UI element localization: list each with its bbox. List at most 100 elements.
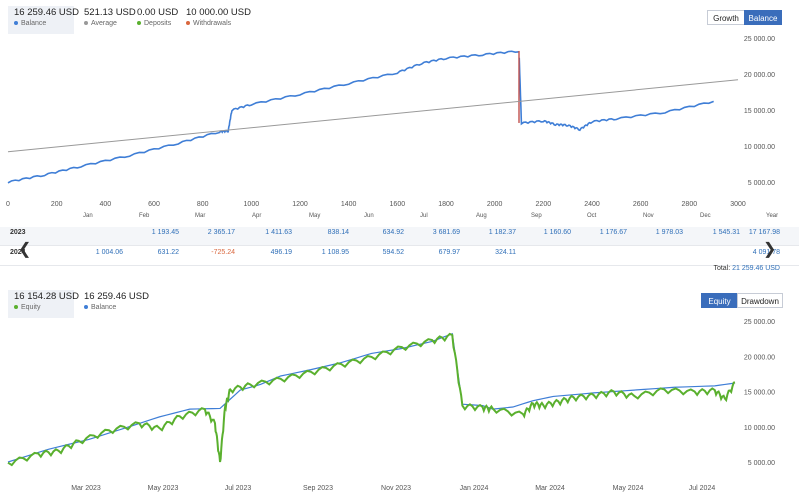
x-tick-label: Mar 2023 [71, 485, 101, 492]
top-stat-average[interactable]: 521.13 USD Average [78, 6, 136, 34]
table-month-header: Aug [476, 213, 487, 219]
y-tick-label: 15 000.00 [744, 390, 775, 397]
x-tick-label: 1400 [341, 201, 357, 208]
table-month-header: Apr [252, 213, 262, 219]
x-tick-label: Sep 2023 [303, 485, 333, 492]
table-row [0, 227, 799, 246]
top-stat-balance[interactable]: 16 259.46 USD Balance [8, 6, 79, 34]
table-value-cell: 1 160.60 [543, 229, 571, 236]
table-value-cell: 631.22 [157, 249, 179, 256]
table-value-cell: 1 176.67 [599, 229, 627, 236]
series-balance-line [518, 57, 714, 132]
x-tick-label: May 2024 [613, 485, 644, 492]
y-tick-label: 5 000.00 [748, 180, 775, 187]
bottom-stat-value: 16 259.46 USD [84, 291, 149, 302]
x-tick-label: 3000 [730, 201, 746, 208]
legend-dot-icon [14, 21, 18, 26]
bottom-stat-label: Balance [91, 304, 117, 311]
table-value-cell: 1 004.06 [95, 249, 123, 256]
x-tick-label: 200 [51, 201, 63, 208]
bottom-stat-balance[interactable]: 16 259.46 USD Balance [78, 290, 149, 318]
legend-dot-icon [137, 21, 141, 26]
table-value-cell: 1 108.95 [321, 249, 349, 256]
table-value-cell: 324.11 [495, 249, 516, 256]
table-month-header: May [309, 213, 321, 219]
top-stat-label: Balance [21, 20, 47, 27]
table-month-header: Nov [643, 213, 654, 219]
table-value-cell: 634.92 [382, 229, 404, 236]
table-value-cell: 1 411.63 [265, 229, 292, 236]
table-value-cell: 1 978.03 [655, 229, 683, 236]
table-month-header: Feb [139, 213, 150, 219]
bottom-stat-equity[interactable]: 16 154.28 USD Equity [8, 290, 79, 318]
top-stat-withdrawals[interactable]: 10 000.00 USD Withdrawals [180, 6, 252, 34]
x-tick-label: Nov 2023 [381, 485, 411, 492]
x-tick-label: Jul 2024 [689, 485, 716, 492]
series-equity-line [7, 332, 736, 467]
table-year-total-cell: 4 091.78 [752, 249, 780, 256]
monthly-returns-table: Jan Feb Mar Apr May Jun Jul Aug Sep Oct Nov Dec Year… [0, 210, 799, 280]
drawdown-toggle-button[interactable]: Drawdown [737, 293, 783, 308]
table-year-cell: 2024 [10, 249, 26, 256]
y-tick-label: 10 000.00 [744, 425, 775, 432]
table-month-header: Jul [420, 213, 428, 219]
x-tick-label: 1600 [390, 201, 406, 208]
legend-dot-icon [14, 305, 18, 310]
table-month-header: Jan [83, 213, 93, 219]
table-month-header: Jun [364, 213, 374, 219]
x-tick-label: 2200 [536, 201, 552, 208]
table-year-header: Year [766, 213, 779, 219]
balance-toggle-button[interactable]: Balance [744, 10, 782, 25]
top-stat-label: Deposits [144, 20, 172, 27]
top-stat-value: 10 000.00 USD [186, 7, 251, 18]
total-label: Total: [713, 265, 733, 272]
series-average-line [7, 79, 739, 153]
table-month-header: Oct [587, 213, 597, 219]
balance-chart: 5 000.00 10 000.00 15 000.00 20 000.00 25 00… [6, 36, 775, 208]
series-balance-line [7, 50, 520, 184]
table-row [0, 247, 799, 266]
table-value-cell: 496.19 [270, 249, 292, 256]
total-value: 21 259.46 USD [732, 265, 780, 272]
table-value-cell: 838.14 [327, 229, 349, 236]
y-tick-label: 10 000.00 [744, 144, 775, 151]
table-next-arrow-icon[interactable]: ❯ [763, 241, 777, 258]
y-tick-label: 15 000.00 [744, 108, 775, 115]
table-value-cell: -725.24 [211, 249, 235, 256]
table-value-cell: 1 545.31 [712, 229, 740, 236]
x-tick-label: 2600 [633, 201, 649, 208]
x-tick-label: 1200 [292, 201, 308, 208]
x-tick-label: Jan 2024 [460, 485, 489, 492]
table-month-header: Dec [700, 213, 711, 219]
y-tick-label: 20 000.00 [744, 354, 775, 361]
table-year-total-cell: 17 167.98 [748, 229, 780, 236]
x-tick-label: Jul 2023 [225, 485, 252, 492]
table-value-cell: 1 193.45 [151, 229, 179, 236]
equity-chart: 5 000.00 10 000.00 15 000.00 20 000.00 25 00… [7, 319, 775, 492]
x-tick-label: May 2023 [148, 485, 179, 492]
x-tick-label: 1000 [244, 201, 260, 208]
growth-toggle-button[interactable]: Growth [707, 10, 745, 25]
x-tick-label: 2000 [487, 201, 503, 208]
legend-dot-icon [84, 305, 88, 310]
y-tick-label: 25 000.00 [744, 319, 775, 326]
table-value-cell: 3 681.69 [432, 229, 460, 236]
table-value-cell: 594.52 [382, 249, 404, 256]
top-stat-value: 521.13 USD [84, 7, 136, 18]
bottom-stat-label: Equity [21, 304, 41, 311]
table-month-header: Mar [195, 213, 206, 219]
x-tick-label: 600 [148, 201, 160, 208]
legend-dot-icon [186, 21, 190, 26]
x-tick-label: 400 [99, 201, 111, 208]
y-tick-label: 5 000.00 [748, 460, 775, 467]
table-prev-arrow-icon[interactable]: ❮ [18, 241, 32, 258]
table-value-cell: 679.97 [438, 249, 460, 256]
bottom-stat-value: 16 154.28 USD [14, 291, 79, 302]
top-stat-deposits[interactable]: 0.00 USD Deposits [131, 6, 178, 34]
equity-toggle-button[interactable]: Equity [701, 293, 738, 308]
x-tick-label: 0 [6, 201, 10, 208]
top-stat-label: Withdrawals [193, 20, 232, 27]
y-tick-label: 20 000.00 [744, 72, 775, 79]
table-total: Total: 21 259.46 USD [713, 265, 780, 272]
x-tick-label: 2400 [584, 201, 600, 208]
